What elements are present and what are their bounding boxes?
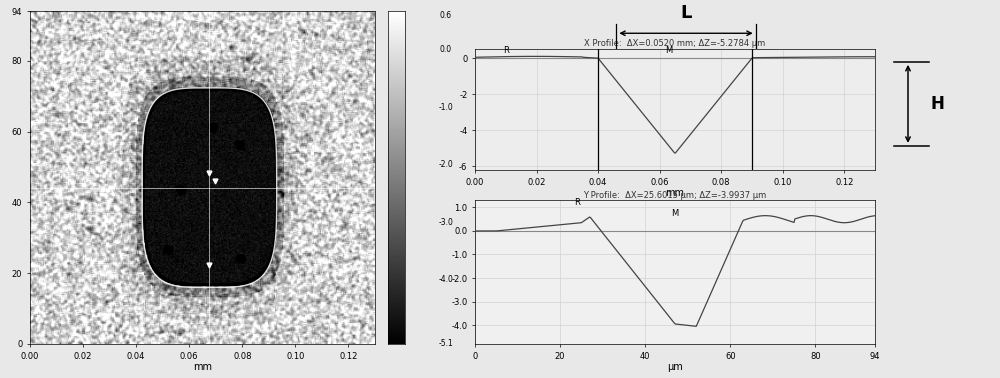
Text: -1.0: -1.0: [439, 103, 454, 112]
Text: -4.0: -4.0: [439, 275, 454, 284]
Text: L: L: [680, 4, 692, 22]
Text: M: M: [665, 46, 672, 55]
Text: M: M: [671, 209, 679, 218]
Title: X Profile:  ΔX=0.0520 mm; ΔZ=-5.2784 μm: X Profile: ΔX=0.0520 mm; ΔZ=-5.2784 μm: [584, 39, 766, 48]
Text: -2.0: -2.0: [439, 160, 454, 169]
Text: R: R: [574, 198, 580, 207]
Text: H: H: [930, 95, 944, 113]
Text: -3.0: -3.0: [439, 218, 454, 227]
X-axis label: mm: mm: [666, 188, 684, 198]
Text: 0.0: 0.0: [439, 45, 451, 54]
X-axis label: μm: μm: [667, 362, 683, 372]
Text: 0.6: 0.6: [439, 11, 451, 20]
Title: Y Profile:  ΔX=25.6015 μm; ΔZ=-3.9937 μm: Y Profile: ΔX=25.6015 μm; ΔZ=-3.9937 μm: [583, 191, 767, 200]
Text: -5.1: -5.1: [439, 339, 454, 348]
Text: R: R: [503, 46, 509, 55]
X-axis label: mm: mm: [193, 362, 212, 372]
